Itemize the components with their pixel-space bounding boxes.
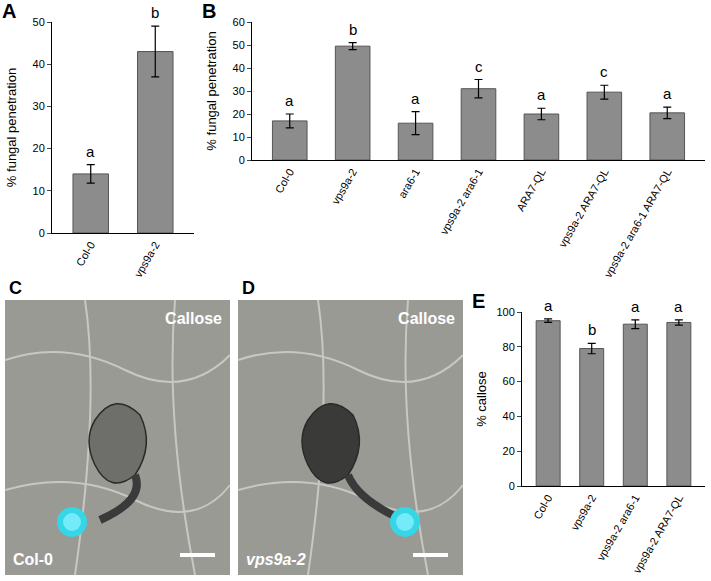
svg-text:vps9a-2: vps9a-2 (132, 239, 162, 279)
svg-text:60: 60 (233, 16, 245, 28)
svg-text:100: 100 (496, 306, 514, 318)
svg-text:vps9a-2 ARA7-QL: vps9a-2 ARA7-QL (556, 166, 611, 249)
svg-text:ara6-1: ara6-1 (396, 166, 422, 200)
svg-text:vps9a-2 ARA7-QL: vps9a-2 ARA7-QL (631, 492, 686, 575)
svg-text:0: 0 (509, 480, 515, 492)
svg-text:a: a (674, 298, 683, 315)
svg-text:Col-0: Col-0 (74, 239, 98, 268)
svg-text:0: 0 (39, 227, 45, 239)
svg-text:a: a (285, 92, 294, 109)
svg-text:% callose: % callose (474, 371, 489, 427)
html-text:C: C (9, 278, 22, 298)
svg-text:Callose: Callose (398, 310, 455, 327)
svg-text:b: b (588, 321, 596, 338)
svg-text:c: c (600, 63, 608, 80)
svg-text:vps9a-2: vps9a-2 (568, 492, 598, 532)
svg-text:vps9a-2: vps9a-2 (246, 551, 306, 568)
svg-text:10: 10 (33, 185, 45, 197)
html-text:B: B (202, 0, 217, 22)
svg-text:20: 20 (503, 445, 515, 457)
svg-text:Col-0: Col-0 (531, 492, 555, 521)
svg-text:a: a (663, 85, 672, 102)
svg-text:a: a (544, 297, 553, 314)
svg-text:40: 40 (503, 410, 515, 422)
svg-text:vps9a-2 ara6-1: vps9a-2 ara6-1 (594, 492, 641, 562)
svg-text:30: 30 (233, 85, 245, 97)
svg-text:80: 80 (503, 341, 515, 353)
svg-text:a: a (86, 143, 95, 160)
svg-text:% fungal penetration: % fungal penetration (4, 68, 19, 187)
svg-text:ARA7-QL: ARA7-QL (514, 166, 548, 213)
svg-text:40: 40 (33, 58, 45, 70)
svg-text:c: c (475, 58, 483, 75)
svg-text:20: 20 (233, 108, 245, 120)
svg-text:b: b (349, 21, 357, 38)
svg-text:a: a (537, 86, 546, 103)
svg-text:10: 10 (233, 131, 245, 143)
svg-text:50: 50 (233, 39, 245, 51)
svg-text:vps9a-2: vps9a-2 (329, 166, 359, 206)
svg-text:20: 20 (33, 142, 45, 154)
svg-text:50: 50 (33, 16, 45, 28)
svg-text:60: 60 (503, 375, 515, 387)
html-text:D: D (242, 278, 255, 298)
svg-text:40: 40 (233, 62, 245, 74)
svg-text:b: b (151, 4, 159, 21)
html-text:A: A (2, 0, 17, 22)
svg-text:vps9a-2 ara6-1: vps9a-2 ara6-1 (438, 166, 485, 236)
svg-text:a: a (631, 298, 640, 315)
svg-text:a: a (411, 90, 420, 107)
html-text:E: E (472, 290, 486, 312)
svg-text:30: 30 (33, 100, 45, 112)
svg-text:vps9a-2 ara6-1 ARA7-QL: vps9a-2 ara6-1 ARA7-QL (602, 166, 674, 279)
svg-text:0: 0 (239, 154, 245, 166)
svg-text:% fungal penetration: % fungal penetration (204, 31, 219, 150)
svg-text:Col-0: Col-0 (13, 551, 53, 568)
svg-text:Col-0: Col-0 (273, 166, 297, 195)
svg-text:Callose: Callose (165, 310, 222, 327)
